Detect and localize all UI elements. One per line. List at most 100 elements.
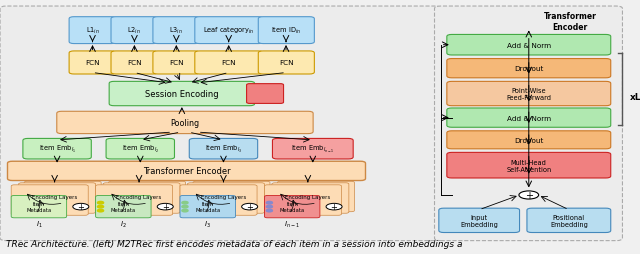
Text: $I_{n-1}$: $I_{n-1}$ <box>284 219 300 229</box>
Text: +: + <box>331 202 337 211</box>
Text: Item
Metadata: Item Metadata <box>280 201 305 212</box>
FancyBboxPatch shape <box>69 18 116 44</box>
Text: Encoding Layers: Encoding Layers <box>285 194 330 199</box>
Circle shape <box>266 202 273 204</box>
FancyBboxPatch shape <box>111 18 158 44</box>
Text: Pooling: Pooling <box>170 118 200 128</box>
FancyBboxPatch shape <box>189 139 258 159</box>
FancyBboxPatch shape <box>195 52 263 75</box>
FancyBboxPatch shape <box>246 84 284 104</box>
Text: FCN: FCN <box>221 60 236 66</box>
FancyBboxPatch shape <box>447 59 611 78</box>
Text: L2$_{in}$: L2$_{in}$ <box>127 26 141 36</box>
Circle shape <box>266 210 273 212</box>
Circle shape <box>97 205 104 208</box>
FancyBboxPatch shape <box>188 183 264 213</box>
FancyBboxPatch shape <box>11 196 67 218</box>
Circle shape <box>182 210 188 212</box>
FancyBboxPatch shape <box>109 82 255 106</box>
FancyBboxPatch shape <box>277 182 355 212</box>
Text: Transformer Encoder: Transformer Encoder <box>143 167 230 176</box>
Circle shape <box>182 202 188 204</box>
FancyBboxPatch shape <box>527 208 611 233</box>
Text: +: + <box>246 202 253 211</box>
FancyBboxPatch shape <box>57 112 313 134</box>
Circle shape <box>326 203 342 210</box>
FancyBboxPatch shape <box>447 108 611 128</box>
FancyBboxPatch shape <box>106 139 175 159</box>
Circle shape <box>266 205 273 208</box>
FancyBboxPatch shape <box>447 153 611 178</box>
Text: +: + <box>525 190 532 200</box>
FancyBboxPatch shape <box>264 196 320 218</box>
FancyBboxPatch shape <box>180 185 257 215</box>
FancyBboxPatch shape <box>272 183 349 213</box>
Text: xL: xL <box>630 92 640 101</box>
Circle shape <box>97 202 104 204</box>
FancyBboxPatch shape <box>8 162 365 181</box>
Text: Item
Metadata: Item Metadata <box>111 201 136 212</box>
Text: L3$_{in}$: L3$_{in}$ <box>170 26 183 36</box>
Text: Session Encoding: Session Encoding <box>145 90 219 99</box>
FancyBboxPatch shape <box>259 18 314 44</box>
FancyBboxPatch shape <box>11 185 88 215</box>
Text: Add & Norm: Add & Norm <box>507 115 551 121</box>
FancyBboxPatch shape <box>435 7 623 241</box>
FancyBboxPatch shape <box>24 182 101 212</box>
Text: $I_3$: $I_3$ <box>204 219 211 229</box>
Text: Transformer
Encoder: Transformer Encoder <box>543 12 596 31</box>
Text: Encoding Layers: Encoding Layers <box>201 194 246 199</box>
Text: Positional
Embedding: Positional Embedding <box>550 214 588 227</box>
FancyBboxPatch shape <box>153 52 200 75</box>
FancyBboxPatch shape <box>195 18 263 44</box>
FancyBboxPatch shape <box>19 183 95 213</box>
Circle shape <box>73 203 89 210</box>
FancyBboxPatch shape <box>95 185 173 215</box>
FancyBboxPatch shape <box>103 183 180 213</box>
Text: $I_1$: $I_1$ <box>36 219 42 229</box>
Text: FCN: FCN <box>127 60 141 66</box>
Text: Item
Metadata: Item Metadata <box>26 201 51 212</box>
Text: Multi-Head
Self-Attention: Multi-Head Self-Attention <box>506 159 552 172</box>
FancyBboxPatch shape <box>95 196 151 218</box>
Text: Leaf category$_{in}$: Leaf category$_{in}$ <box>204 26 255 36</box>
FancyBboxPatch shape <box>439 208 520 233</box>
Text: Dropout: Dropout <box>514 66 543 72</box>
Text: Add & Norm: Add & Norm <box>507 42 551 49</box>
Circle shape <box>242 203 258 210</box>
Text: Item Emb$_{I_{n-1}}$: Item Emb$_{I_{n-1}}$ <box>291 144 335 155</box>
FancyBboxPatch shape <box>180 196 236 218</box>
FancyBboxPatch shape <box>447 82 611 106</box>
Text: $I_2$: $I_2$ <box>120 219 127 229</box>
FancyBboxPatch shape <box>447 131 611 149</box>
Text: Encoding Layers: Encoding Layers <box>32 194 77 199</box>
Text: FCN: FCN <box>279 60 294 66</box>
Text: Encoding Layers: Encoding Layers <box>116 194 162 199</box>
Circle shape <box>182 205 188 208</box>
Text: Dropout: Dropout <box>514 137 543 143</box>
FancyBboxPatch shape <box>111 52 158 75</box>
FancyBboxPatch shape <box>69 52 116 75</box>
FancyBboxPatch shape <box>0 7 441 241</box>
FancyBboxPatch shape <box>193 182 270 212</box>
Text: Item Emb$_{I_1}$: Item Emb$_{I_1}$ <box>38 144 76 155</box>
Text: Item Emb$_{I_3}$: Item Emb$_{I_3}$ <box>205 144 242 155</box>
FancyBboxPatch shape <box>259 52 314 75</box>
FancyBboxPatch shape <box>109 182 186 212</box>
Text: FCN: FCN <box>85 60 100 66</box>
FancyBboxPatch shape <box>273 139 353 159</box>
Text: L1$_{in}$: L1$_{in}$ <box>86 26 99 36</box>
FancyBboxPatch shape <box>447 35 611 56</box>
FancyBboxPatch shape <box>23 139 92 159</box>
Text: Item
Metadata: Item Metadata <box>195 201 220 212</box>
Text: TRec Architecture. (left) M2TRec first encodes metadata of each item in a sessio: TRec Architecture. (left) M2TRec first e… <box>6 240 463 248</box>
Text: +: + <box>77 202 84 211</box>
Text: Point-Wise
Feed-Forward: Point-Wise Feed-Forward <box>506 88 551 101</box>
Text: Item Emb$_{I_2}$: Item Emb$_{I_2}$ <box>122 144 159 155</box>
Text: Item ID$_{in}$: Item ID$_{in}$ <box>271 26 301 36</box>
Text: FCN: FCN <box>169 60 184 66</box>
Text: +: + <box>162 202 169 211</box>
FancyBboxPatch shape <box>153 18 200 44</box>
FancyBboxPatch shape <box>264 185 342 215</box>
Text: Input
Embedding: Input Embedding <box>460 214 498 227</box>
